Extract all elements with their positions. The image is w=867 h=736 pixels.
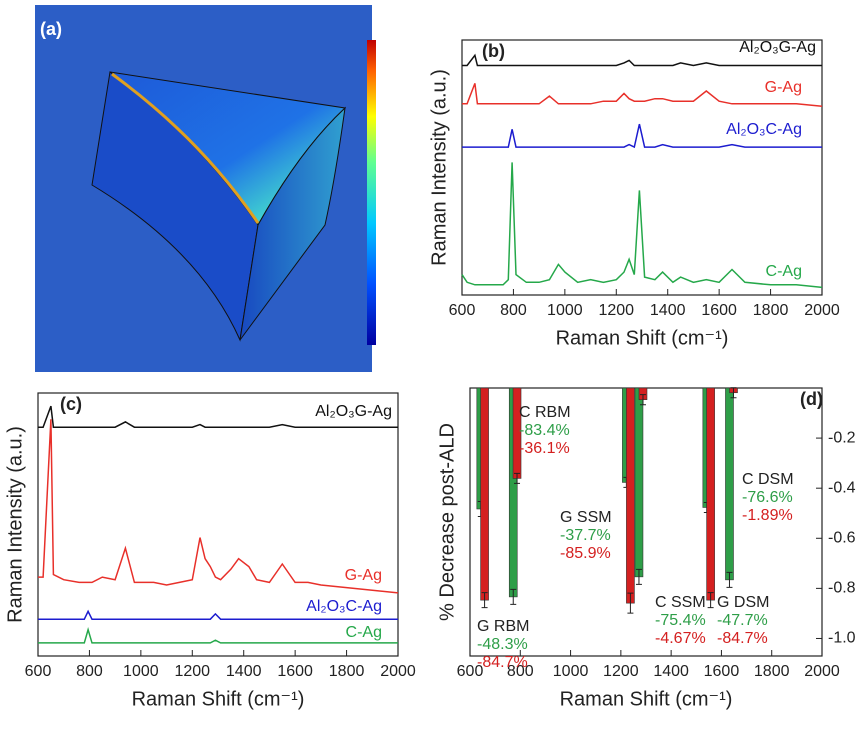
value-label: -37.7% xyxy=(560,527,611,544)
x-tick-label: 1200 xyxy=(603,663,639,680)
colorbar-tick-label: 0.6 xyxy=(384,240,397,250)
group-label: C DSM xyxy=(742,471,794,488)
x-tick-label: 1000 xyxy=(553,663,589,680)
x-tick-label: 1200 xyxy=(598,302,634,319)
y-axis-title: Raman Intensity (a.u.) xyxy=(428,69,450,266)
figure: (a) 0 0.2 0.4 0.6 0.8 1 1.2 1.4 1.6 1.8 600 800 1000… xyxy=(0,0,867,736)
x-tick-label: 600 xyxy=(449,302,476,319)
bar xyxy=(635,388,643,577)
colorbar-tick-label: 1.8 xyxy=(384,41,397,51)
series-label: C-Ag xyxy=(766,263,802,280)
x-tick-label: 2000 xyxy=(380,663,416,680)
bar xyxy=(481,388,489,600)
y-tick-label: -1.0 xyxy=(828,630,856,647)
value-label: -84.7% xyxy=(477,654,528,671)
x-tick-label: 1000 xyxy=(547,302,583,319)
y-tick-label: -0.8 xyxy=(828,580,856,597)
panel-a: (a) xyxy=(35,5,376,372)
value-label: -75.4% xyxy=(655,612,706,629)
colorbar-tick-label: 0.4 xyxy=(384,273,397,283)
panel-label: (d) xyxy=(800,389,823,409)
x-tick-label: 1400 xyxy=(226,663,262,680)
series-label: C-Ag xyxy=(346,624,382,641)
colorbar-tick-label: 1.2 xyxy=(384,140,397,150)
x-tick-label: 1800 xyxy=(753,302,789,319)
series-label: G-Ag xyxy=(345,567,382,584)
value-label: -76.6% xyxy=(742,489,793,506)
y-axis-title: % Decrease post-ALD xyxy=(436,423,458,621)
x-tick-label: 600 xyxy=(25,663,52,680)
value-label: -84.7% xyxy=(717,630,768,647)
bar xyxy=(707,388,715,600)
value-label: -83.4% xyxy=(519,422,570,439)
series-label: Al₂O₃G-Ag xyxy=(739,39,816,56)
spectrum xyxy=(462,55,822,65)
x-axis-title: Raman Shift (cm⁻¹) xyxy=(132,688,305,710)
series-label: Al₂O₃C-Ag xyxy=(306,598,382,615)
y-tick-label: -0.2 xyxy=(828,429,856,446)
group-label: C RBM xyxy=(519,404,571,421)
group-label: G SSM xyxy=(560,509,612,526)
x-tick-label: 1200 xyxy=(174,663,210,680)
x-tick-label: 1400 xyxy=(653,663,689,680)
colorbar-tick-label: 0.8 xyxy=(384,207,397,217)
x-axis-title: Raman Shift (cm⁻¹) xyxy=(556,327,729,349)
x-tick-label: 2000 xyxy=(804,302,840,319)
series-label: G-Ag xyxy=(765,79,802,96)
x-axis-title: Raman Shift (cm⁻¹) xyxy=(560,688,733,710)
x-tick-label: 800 xyxy=(76,663,103,680)
bar xyxy=(626,388,634,603)
y-tick-label: -0.4 xyxy=(828,479,856,496)
value-label: -85.9% xyxy=(560,545,611,562)
bar xyxy=(725,388,733,580)
x-tick-label: 2000 xyxy=(804,663,840,680)
value-label: -4.67% xyxy=(655,630,706,647)
x-tick-label: 1600 xyxy=(704,663,740,680)
series-label: Al₂O₃C-Ag xyxy=(726,121,802,138)
panel-label: (c) xyxy=(60,394,82,414)
group-label: C SSM xyxy=(655,594,706,611)
value-label: -1.89% xyxy=(742,507,793,524)
x-tick-label: 1800 xyxy=(754,663,790,680)
series-label: Al₂O₃G-Ag xyxy=(315,403,392,420)
colorbar-tick-label: 1.6 xyxy=(384,74,397,84)
value-label: -36.1% xyxy=(519,440,570,457)
value-label: -48.3% xyxy=(477,636,528,653)
x-tick-label: 1600 xyxy=(277,663,313,680)
x-tick-label: 1800 xyxy=(329,663,365,680)
colorbar-tick-label: 1.4 xyxy=(384,107,397,117)
value-label: -47.7% xyxy=(717,612,768,629)
panel-label: (a) xyxy=(40,19,62,39)
colorbar-tick-label: 0.2 xyxy=(384,306,397,316)
x-tick-label: 1600 xyxy=(701,302,737,319)
x-tick-label: 800 xyxy=(500,302,527,319)
panel-label: (b) xyxy=(482,41,505,61)
y-axis-title: Raman Intensity (a.u.) xyxy=(4,426,26,623)
spectrum xyxy=(38,630,398,643)
y-tick-label: -0.6 xyxy=(828,529,856,546)
x-tick-label: 1000 xyxy=(123,663,159,680)
group-label: G DSM xyxy=(717,594,769,611)
colorbar-tick-label: 1 xyxy=(384,174,389,184)
colorbar xyxy=(367,40,376,345)
group-label: G RBM xyxy=(477,618,529,635)
x-tick-label: 1400 xyxy=(650,302,686,319)
colorbar-tick-label: 0 xyxy=(384,339,389,349)
